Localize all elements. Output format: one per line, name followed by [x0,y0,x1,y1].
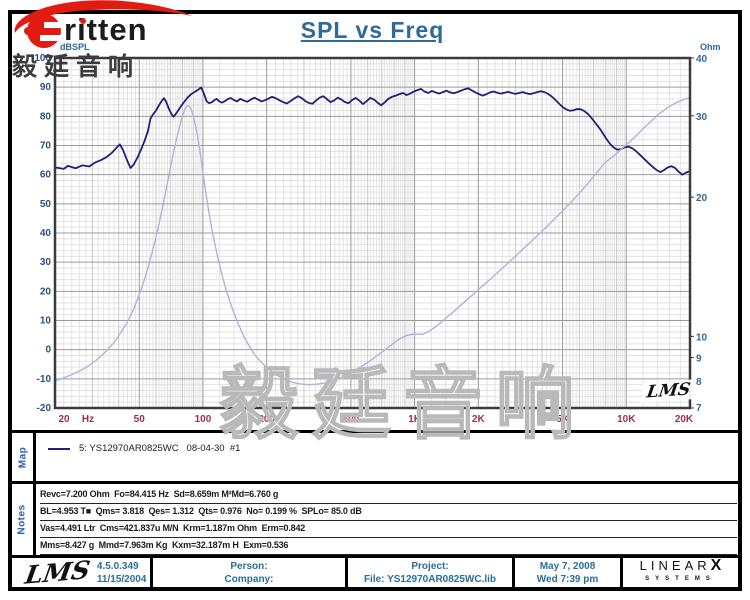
person-label: Person: [230,560,268,572]
systems-text: SYSTEMS [645,576,716,582]
lms-plot-mark: LMS [640,379,697,403]
brand-logo: ritten 毅廷音响 [10,0,210,84]
y-left-tick-label: 20 [40,286,52,297]
footer-person-cell: Person: Company: [150,558,345,587]
y-right-tick-label: 10 [696,332,708,343]
y-left-tick-label: 40 [40,228,52,239]
brand-name-text: ritten [64,12,148,47]
page-border [8,10,742,591]
y-right-tick-label: 7 [696,403,702,414]
report-date: May 7, 2008 [539,560,596,572]
notes-section-label: Notes [12,484,36,555]
map-section-label: Map [12,433,36,481]
x-tick-label: 2K [472,414,486,425]
y-left-tick-label: 50 [40,199,52,210]
y-left-tick-label: 90 [40,82,52,93]
curve-legend: 5: YS12970AR0825WC 08-04-30 #1 [48,443,240,454]
x-tick-label: 500 [343,414,360,425]
plot-frame [53,56,692,410]
x-tick-label: 200 [258,414,275,425]
y-right-tick-label: 30 [696,112,708,123]
x-tick-label: 5K [556,414,570,425]
y-left-axis-title: dBSPL [60,42,90,52]
report-time: Wed 7:39 pm [536,573,599,585]
legend-line-swatch [48,447,70,450]
y-left-tick-label: 0 [45,345,51,356]
project-label: Project: [411,560,449,572]
separator-chart-map [10,430,740,433]
x-tick-label: 20 [58,414,70,425]
footer-date-cell: May 7, 2008 Wed 7:39 pm [512,558,620,587]
software-version: 4.5.0.349 [96,560,139,572]
company-label: Company: [224,573,274,585]
y-left-tick-label: 60 [40,170,52,181]
parameter-line: Mms=8.427 g Mmd=7.963m Kg Kxm=32.187m H … [40,538,737,555]
x-tick-label: 10K [617,414,636,425]
y-left-tick-label: 30 [40,257,52,268]
legend-text: 5: YS12970AR0825WC 08-04-30 #1 [79,443,241,454]
linearx-x: X [710,557,722,574]
parameter-line: Vas=4.491 Ltr Cms=421.837u M/N Krm=1.187… [40,521,737,538]
x-tick-label: 1K [408,414,422,425]
brand-chinese-name: 毅廷音响 [12,53,141,81]
impedance-curve [55,97,690,386]
y-left-tick-label: 70 [40,141,52,152]
footer-bar: LMS 4.5.0.349 11/15/2004 Person: Company… [12,555,738,590]
footer-version-cell: LMS 4.5.0.349 11/15/2004 [12,555,150,590]
y-left-tick-label: -20 [37,403,52,414]
spl-curve [55,86,690,176]
footer-project-cell: Project: File: YS12970AR0825WC.lib [345,558,512,587]
brand-swoosh-icon [14,0,192,48]
lms-logo: LMS [22,555,92,590]
x-tick-label: 50 [134,414,146,425]
y-left-tick-label: -10 [37,374,52,385]
y-left-tick-label: 100 [34,53,51,64]
y-right-tick-label: 9 [696,354,702,365]
parameter-line: Revc=7.200 Ohm Fo=84.415 Hz Sd=8.659m M²… [40,487,737,504]
linearx-logo: LINEARX SYSTEMS [620,558,738,587]
y-right-tick-label: 20 [696,193,708,204]
parameter-line: BL=4.953 T■ Qms= 3.818 Qes= 1.312 Qts= 0… [40,504,737,521]
y-left-tick-label: 10 [40,316,52,327]
file-name: File: YS12970AR0825WC.lib [363,573,497,585]
brand-i-dot [80,18,86,24]
y-right-axis-title: Ohm [700,42,721,52]
y-right-tick-label: 40 [696,54,708,65]
y-right-tick-label: 8 [696,377,702,388]
separator-notes-footer [10,555,740,558]
separator-map-notes [10,481,740,484]
spl-vs-freq-chart: 1009080706050403020100-10-20dBSPL4030201… [34,42,721,425]
y-left-tick-label: 80 [40,111,52,122]
x-tick-label: 20K [675,414,694,425]
chart-title: SPL vs Freq [300,17,445,43]
x-tick-label: 100 [195,414,212,425]
x-axis-unit-label: Hz [82,414,94,425]
software-date: 11/15/2004 [96,573,147,585]
linearx-text: LINEAR [639,558,711,573]
driver-parameters: Revc=7.200 Ohm Fo=84.415 Hz Sd=8.659m M²… [40,487,737,555]
